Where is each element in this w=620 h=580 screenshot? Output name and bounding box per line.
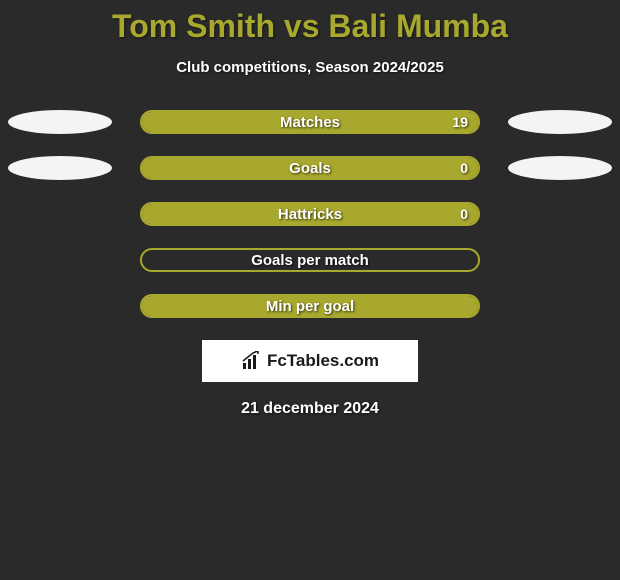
stat-label: Min per goal xyxy=(142,296,478,316)
player-left-marker xyxy=(8,156,112,180)
stat-label: Matches xyxy=(142,112,478,132)
stat-bar: Min per goal xyxy=(140,294,480,318)
stat-row: Min per goal xyxy=(0,294,620,318)
stat-label: Goals per match xyxy=(142,250,478,270)
stat-value: 19 xyxy=(452,112,468,132)
stat-row: Matches19 xyxy=(0,110,620,134)
stat-row: Hattricks0 xyxy=(0,202,620,226)
player-right-marker xyxy=(508,110,612,134)
stat-label: Goals xyxy=(142,158,478,178)
stat-bar: Hattricks0 xyxy=(140,202,480,226)
date-text: 21 december 2024 xyxy=(0,400,620,418)
subtitle: Club competitions, Season 2024/2025 xyxy=(0,59,620,76)
stat-bar: Matches19 xyxy=(140,110,480,134)
stat-row: Goals per match xyxy=(0,248,620,272)
stat-bar: Goals per match xyxy=(140,248,480,272)
stat-label: Hattricks xyxy=(142,204,478,224)
stat-value: 0 xyxy=(460,158,468,178)
stat-bar: Goals0 xyxy=(140,156,480,180)
stat-row: Goals0 xyxy=(0,156,620,180)
stat-value: 0 xyxy=(460,204,468,224)
player-left-marker xyxy=(8,110,112,134)
chart-icon xyxy=(241,351,263,371)
player-right-marker xyxy=(508,156,612,180)
logo-box: FcTables.com xyxy=(202,340,418,382)
stats-area: Matches19Goals0Hattricks0Goals per match… xyxy=(0,110,620,318)
page-title: Tom Smith vs Bali Mumba xyxy=(0,0,620,45)
logo-text: FcTables.com xyxy=(267,351,379,371)
